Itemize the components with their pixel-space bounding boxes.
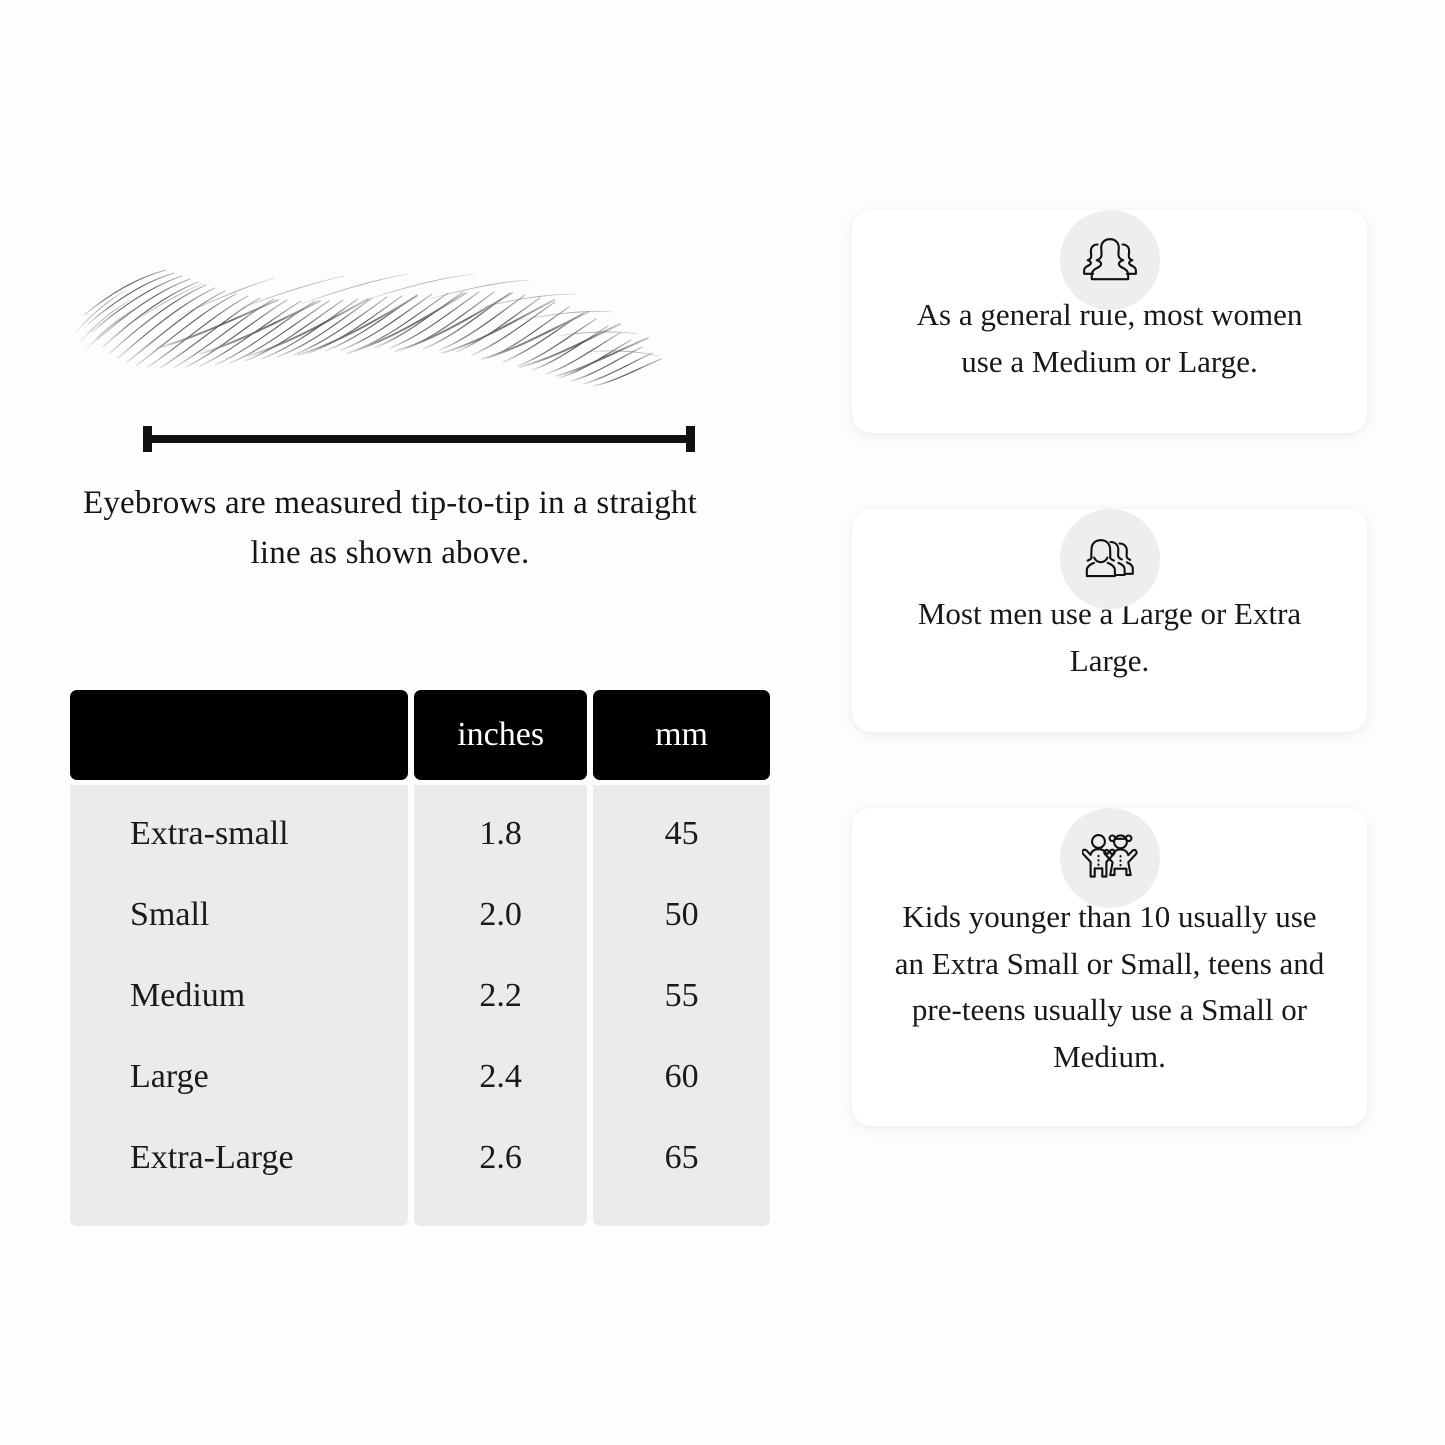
women-group-icon bbox=[1082, 238, 1137, 281]
table-row: Large bbox=[130, 1057, 209, 1095]
info-card-men: Most men use a Large or Extra Large. bbox=[852, 509, 1367, 732]
measurement-line bbox=[143, 426, 695, 452]
info-card-kids: Kids younger than 10 usually use an Extr… bbox=[852, 808, 1367, 1126]
table-row: 45 bbox=[664, 814, 699, 852]
size-chart-table: inches mm Extra-small Small Medium Large… bbox=[70, 690, 770, 1226]
table-row: Extra-small bbox=[130, 814, 289, 852]
kids-icon bbox=[1081, 834, 1138, 878]
table-header-row: inches mm bbox=[70, 690, 770, 780]
table-row: 2.6 bbox=[479, 1138, 522, 1176]
info-card-kids-body: Kids younger than 10 usually use an Extr… bbox=[852, 808, 1367, 1126]
table-row: 1.8 bbox=[479, 814, 522, 852]
measurement-caption: Eyebrows are measured tip-to-tip in a st… bbox=[82, 485, 697, 572]
eyebrow-illustration bbox=[75, 269, 662, 387]
eyebrow-figure bbox=[70, 150, 770, 452]
table-body: Extra-small Small Medium Large Extra-Lar… bbox=[70, 785, 770, 1226]
table-header-inches: inches bbox=[414, 690, 588, 780]
table-row: Extra-Large bbox=[130, 1138, 294, 1176]
table-column-mm: 45 50 55 60 65 bbox=[593, 785, 770, 1226]
women-group-icon-badge bbox=[1059, 210, 1160, 310]
table-header-mm: mm bbox=[593, 690, 770, 780]
table-row: 2.0 bbox=[479, 895, 522, 933]
info-card-women: As a general rule, most women use a Medi… bbox=[852, 210, 1367, 433]
measurement-panel: Eyebrows are measured tip-to-tip in a st… bbox=[70, 150, 770, 578]
table-row: 2.4 bbox=[479, 1057, 522, 1095]
men-group-icon bbox=[1085, 539, 1134, 578]
table-column-size: Extra-small Small Medium Large Extra-Lar… bbox=[70, 785, 409, 1226]
table-row: 60 bbox=[664, 1057, 699, 1095]
table-row: Medium bbox=[130, 976, 246, 1014]
table-row: 50 bbox=[664, 895, 699, 933]
men-group-icon-badge bbox=[1059, 509, 1160, 609]
table-row: 55 bbox=[664, 976, 699, 1014]
info-card-list: As a general rule, most women use a Medi… bbox=[852, 160, 1367, 1202]
table-row: 65 bbox=[664, 1138, 699, 1176]
table-row: 2.2 bbox=[479, 976, 522, 1014]
table-column-inches: 1.8 2.0 2.2 2.4 2.6 bbox=[414, 785, 588, 1226]
table-row: Small bbox=[130, 895, 210, 933]
table-header-size bbox=[70, 690, 409, 780]
kids-icon-badge bbox=[1059, 808, 1160, 908]
